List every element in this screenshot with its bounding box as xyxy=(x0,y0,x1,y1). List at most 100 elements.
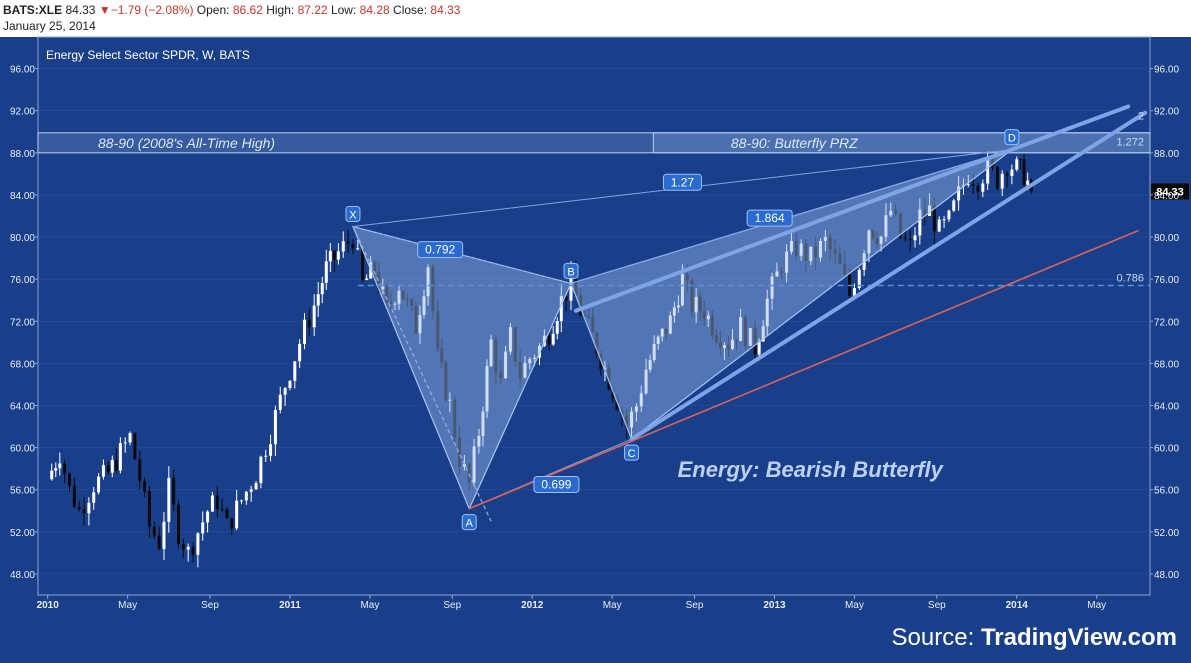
candle-body xyxy=(167,477,171,522)
candle-body xyxy=(680,274,684,306)
y-tick-right: 64.00 xyxy=(1154,401,1179,412)
candle-body xyxy=(694,296,698,313)
x-tick-label: 2012 xyxy=(521,600,544,611)
y-tick-right: 48.00 xyxy=(1154,570,1179,581)
candle-body xyxy=(201,522,205,534)
candle-body xyxy=(591,316,595,333)
candle-body xyxy=(804,243,808,261)
candle-body xyxy=(196,533,200,555)
candle-body xyxy=(761,326,765,342)
candle-body xyxy=(676,305,680,308)
plot-area xyxy=(37,36,1151,596)
candle-body xyxy=(551,333,555,345)
x-tick-label: Sep xyxy=(201,600,219,611)
source-prefix: Source: xyxy=(892,624,981,651)
candle-body xyxy=(346,241,350,244)
candle-body xyxy=(385,286,389,303)
candle-body xyxy=(172,477,176,505)
high-label: High: xyxy=(266,3,295,17)
candle-body xyxy=(123,442,127,444)
candle-body xyxy=(884,215,888,237)
candle-body xyxy=(814,246,818,258)
pattern-line-xa-ext xyxy=(352,226,492,522)
ratio-label: 0.699 xyxy=(541,477,571,491)
candle-body xyxy=(312,305,316,328)
candle-body xyxy=(448,399,452,401)
candle-body xyxy=(458,437,462,467)
candle-body xyxy=(664,328,668,334)
low-value: 84.28 xyxy=(359,3,390,17)
candle-body xyxy=(361,248,365,280)
ratio-label: 0.792 xyxy=(425,243,455,257)
candle-body xyxy=(133,433,137,460)
fib-level-label: 1.272 xyxy=(1116,137,1144,149)
y-tick-left: 48.00 xyxy=(10,570,35,581)
trendline-red-support xyxy=(468,229,1139,510)
y-tick-right: 92.00 xyxy=(1154,107,1179,118)
candle-body xyxy=(775,271,779,277)
last-price: 84.33 xyxy=(65,3,96,17)
pattern-point-label: C xyxy=(628,448,636,460)
candle-body xyxy=(332,250,336,260)
candle-body xyxy=(97,476,101,493)
y-tick-right: 76.00 xyxy=(1154,275,1179,286)
candle-body xyxy=(235,500,239,529)
candle-body xyxy=(485,366,489,412)
candle-body xyxy=(494,339,498,373)
candle-body xyxy=(206,511,210,523)
y-tick-right: 72.00 xyxy=(1154,317,1179,328)
candle-body xyxy=(748,327,752,346)
candle-body xyxy=(316,294,320,306)
candle-body xyxy=(444,362,448,401)
x-tick-label: May xyxy=(360,600,379,611)
pattern-line-xb xyxy=(352,226,572,284)
candle-body xyxy=(625,415,629,428)
change: −1.79 (−2.08%) xyxy=(110,3,194,17)
y-tick-left: 84.00 xyxy=(10,191,35,202)
candle-body xyxy=(1010,169,1014,176)
candle-body xyxy=(1018,159,1022,161)
candle-body xyxy=(244,491,248,501)
candle-body xyxy=(499,372,503,379)
price-zone-label: 88-90: Butterfly PRZ xyxy=(731,135,858,151)
candle-body xyxy=(1015,159,1019,170)
candle-body xyxy=(472,446,476,483)
low-label: Low: xyxy=(330,3,357,17)
candle-body xyxy=(753,327,757,355)
candle-body xyxy=(986,158,990,184)
candle-body xyxy=(389,302,393,305)
candle-body xyxy=(648,359,652,370)
candle-body xyxy=(397,290,401,304)
y-tick-left: 92.00 xyxy=(10,107,35,118)
chart-label: Energy Select Sector SPDR, W, BATS xyxy=(46,48,250,62)
candle-body xyxy=(971,184,975,186)
candle-body xyxy=(995,167,999,189)
candle-body xyxy=(215,495,219,509)
candle-body xyxy=(162,521,166,550)
candle-body xyxy=(381,286,385,290)
candle-body xyxy=(828,237,832,250)
y-tick-right: 68.00 xyxy=(1154,359,1179,370)
y-tick-right: 96.00 xyxy=(1154,65,1179,76)
fib-level-label: 2 xyxy=(1138,110,1144,122)
candle-body xyxy=(307,319,311,328)
candle-body xyxy=(656,336,660,345)
candle-body xyxy=(564,295,568,301)
x-tick-label: May xyxy=(845,600,864,611)
candle-body xyxy=(513,327,517,362)
candle-body xyxy=(838,253,842,264)
x-tick-label: Sep xyxy=(686,600,704,611)
candle-body xyxy=(843,263,847,275)
close-label: Close: xyxy=(393,3,428,17)
candle-body xyxy=(913,235,917,241)
x-tick-label: 2014 xyxy=(1006,600,1029,611)
pattern-point-badge xyxy=(624,444,640,461)
candle-body xyxy=(889,210,893,216)
candle-body xyxy=(743,317,747,346)
candle-body xyxy=(152,526,156,536)
candle-body xyxy=(320,283,324,295)
candle-body xyxy=(785,251,789,273)
candle-body xyxy=(710,315,714,336)
